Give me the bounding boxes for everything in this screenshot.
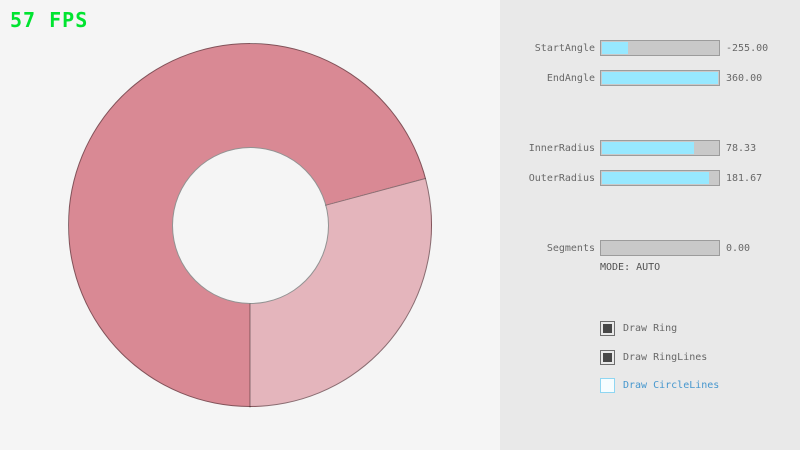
segments-label: Segments — [546, 242, 595, 254]
startangle-slider[interactable] — [600, 40, 720, 56]
slider-row-endangle: EndAngle 360.00 — [500, 70, 800, 86]
draw-ringlines-checkbox[interactable] — [600, 349, 615, 365]
slider-row-startangle: StartAngle -255.00 — [500, 40, 800, 56]
slider-row-segments: Segments 0.00 — [500, 240, 800, 256]
slider-row-innerradius: InnerRadius 78.33 — [500, 140, 800, 156]
draw-circlelines-checkbox[interactable] — [600, 377, 615, 393]
startangle-value: -255.00 — [726, 42, 769, 54]
innerradius-label: InnerRadius — [528, 142, 595, 154]
endangle-value: 360.00 — [726, 72, 763, 84]
fps-counter: 57 FPS — [10, 8, 89, 32]
ring-boundary-line-bottom — [249, 303, 251, 408]
mode-text: MODE: AUTO — [600, 262, 661, 273]
innerradius-slider[interactable] — [600, 140, 720, 156]
innerradius-slider-fill — [602, 142, 695, 154]
startangle-label: StartAngle — [534, 42, 595, 54]
segments-value: 0.00 — [726, 242, 751, 254]
checkbox-row-draw-circlelines: Draw CircleLines — [600, 377, 719, 393]
endangle-slider[interactable] — [600, 70, 720, 86]
outerradius-slider-fill — [602, 172, 710, 184]
endangle-label: EndAngle — [546, 72, 595, 84]
ring-hole — [172, 147, 329, 304]
slider-row-outerradius: OuterRadius 181.67 — [500, 170, 800, 186]
draw-ring-label: Draw Ring — [623, 322, 678, 334]
draw-ring-checkbox[interactable] — [600, 320, 615, 336]
draw-ringlines-label: Draw RingLines — [623, 351, 708, 363]
innerradius-value: 78.33 — [726, 142, 757, 154]
endangle-slider-fill — [602, 72, 718, 84]
outerradius-label: OuterRadius — [528, 172, 595, 184]
segments-slider[interactable] — [600, 240, 720, 256]
checkbox-row-draw-ringlines: Draw RingLines — [600, 349, 707, 365]
outerradius-slider[interactable] — [600, 170, 720, 186]
outerradius-value: 181.67 — [726, 172, 763, 184]
draw-circlelines-label: Draw CircleLines — [623, 379, 720, 391]
checkbox-row-draw-ring: Draw Ring — [600, 320, 677, 336]
startangle-slider-fill — [602, 42, 628, 54]
